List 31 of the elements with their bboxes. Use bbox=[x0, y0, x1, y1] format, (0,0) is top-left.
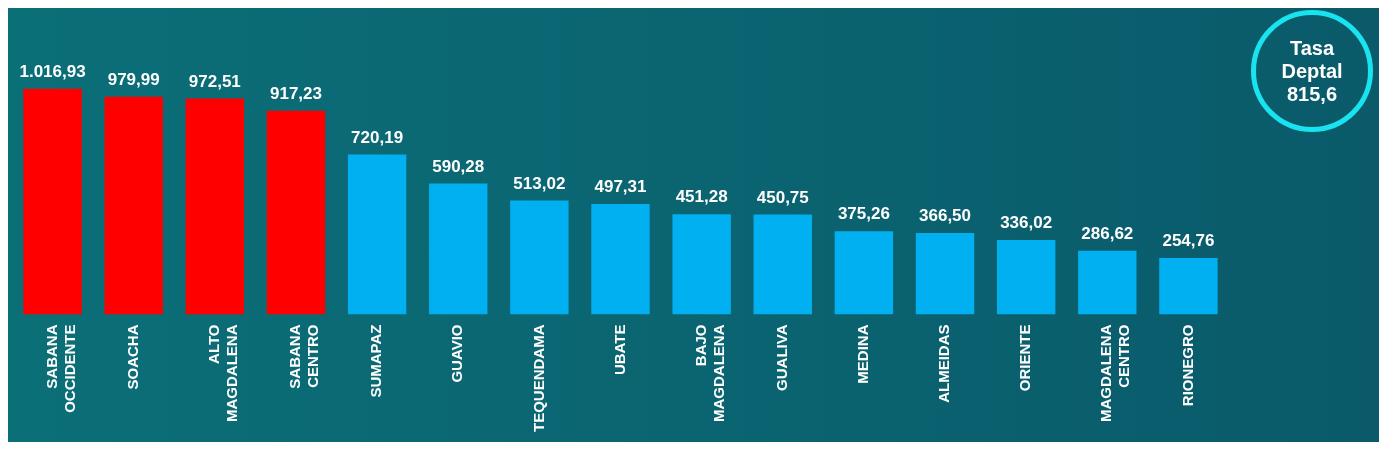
x-tick-label: GUAVIO bbox=[448, 324, 466, 383]
x-tick-label: MAGDALENA CENTRO bbox=[1097, 324, 1133, 422]
data-label: 336,02 bbox=[1000, 213, 1053, 233]
data-label: 254,76 bbox=[1162, 231, 1215, 251]
x-tick-label: ORIENTE bbox=[1016, 324, 1034, 392]
x-tick-label: SABANA CENTRO bbox=[286, 324, 322, 389]
x-tick-label: GUALIVA bbox=[772, 324, 790, 391]
data-label: 590,28 bbox=[432, 156, 485, 176]
data-label: 286,62 bbox=[1081, 224, 1134, 244]
x-tick-label: ALMEIDAS bbox=[935, 324, 953, 403]
data-label: 497,31 bbox=[594, 177, 647, 197]
x-tick-label: BAJO MAGDALENA bbox=[691, 324, 727, 422]
x-tick-label: MEDINA bbox=[854, 324, 872, 384]
data-label: 972,51 bbox=[188, 71, 241, 91]
x-tick-label: SUMAPAZ bbox=[367, 324, 385, 398]
x-tick-label: ALTO MAGDALENA bbox=[204, 324, 240, 422]
x-tick-label: SOACHA bbox=[123, 324, 141, 390]
data-label: 451,28 bbox=[675, 187, 728, 207]
x-tick-label: TEQUENDAMA bbox=[529, 324, 547, 432]
x-tick-label: UBATE bbox=[610, 324, 628, 376]
x-tick-label: SABANA OCCIDENTE bbox=[42, 324, 78, 413]
data-label: 917,23 bbox=[269, 83, 322, 103]
data-label: 366,50 bbox=[919, 206, 972, 226]
data-label: 720,19 bbox=[351, 127, 404, 147]
data-label: 1.016,93 bbox=[19, 61, 86, 81]
data-label: 513,02 bbox=[513, 173, 566, 193]
x-tick-label: RIONEGRO bbox=[1178, 324, 1196, 407]
data-label: 375,26 bbox=[837, 204, 890, 224]
text: Tasa Deptal 815,6 bbox=[1280, 36, 1344, 106]
data-label: 450,75 bbox=[756, 187, 809, 207]
data-label: 979,99 bbox=[107, 70, 160, 90]
